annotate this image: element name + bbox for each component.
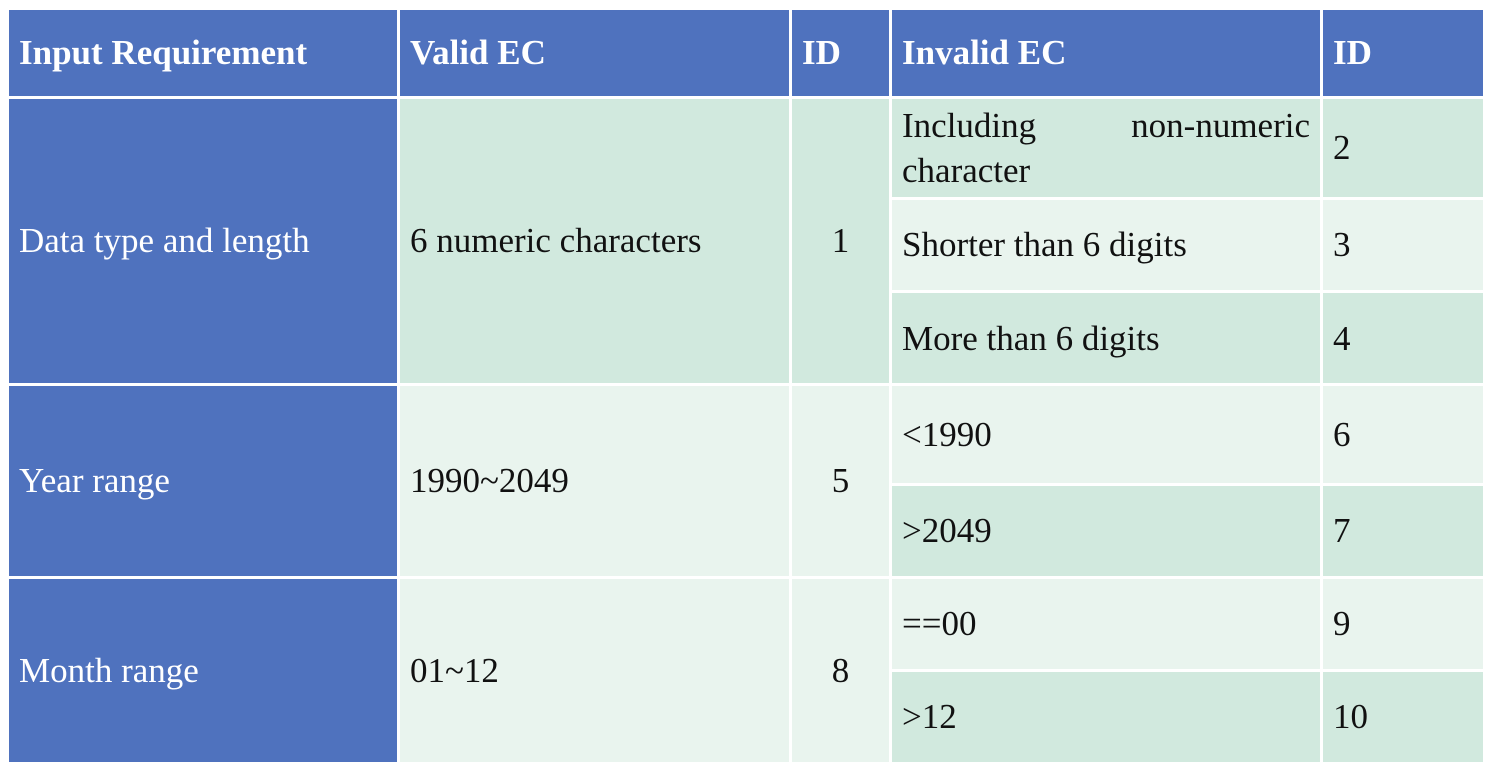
table-row: Month range 01~12 8 ==00 9 — [6, 575, 1486, 766]
table-row: >2049 7 — [8, 482, 1486, 579]
valid-ec-cell: 1990~2049 — [397, 383, 792, 579]
invalid-id-cell: 2 — [1320, 95, 1486, 201]
invalid-ec-cell: More than 6 digits — [889, 290, 1323, 387]
valid-id-cell: 5 — [789, 383, 892, 579]
header-invalid-id: ID — [1320, 7, 1486, 99]
valid-ec-cell: 01~12 — [397, 575, 792, 766]
invalid-ec-cell: >2049 — [889, 482, 1323, 579]
invalid-id-cell: 4 — [1320, 290, 1486, 387]
invalid-ec-cell: ==00 — [889, 575, 1323, 672]
table-row: More than 6 digits 4 — [8, 290, 1486, 387]
equivalence-class-table: Input Requirement Valid EC ID Invalid EC… — [6, 7, 1486, 766]
invalid-id-cell: 9 — [1320, 575, 1486, 672]
requirement-cell: Month range — [6, 575, 400, 766]
table-row: Data type and length 6 numeric character… — [6, 95, 1486, 387]
invalid-ec-cell: Including non-numeric character — [889, 95, 1323, 201]
table-row: Year range 1990~2049 5 <1990 6 — [6, 383, 1486, 579]
valid-id-cell: 8 — [789, 575, 892, 766]
invalid-ec-cell: <1990 — [889, 383, 1323, 486]
invalid-ec-cell: >12 — [889, 668, 1323, 766]
table-row: Shorter than 6 digits 3 — [8, 197, 1486, 294]
invalid-id-cell: 7 — [1320, 482, 1486, 579]
table-row: >12 10 — [8, 668, 1486, 766]
header-invalid-ec: Invalid EC — [889, 7, 1323, 99]
header-valid-id: ID — [789, 7, 892, 99]
invalid-ec-cell: Shorter than 6 digits — [889, 197, 1323, 294]
valid-id-cell: 1 — [789, 95, 892, 387]
requirement-cell: Year range — [6, 383, 400, 579]
header-input-requirement: Input Requirement — [6, 7, 400, 99]
invalid-id-cell: 10 — [1320, 668, 1486, 766]
invalid-id-cell: 3 — [1320, 197, 1486, 294]
header-row: Input Requirement Valid EC ID Invalid EC… — [6, 7, 1486, 99]
valid-ec-cell: 6 numeric characters — [397, 95, 792, 387]
invalid-id-cell: 6 — [1320, 383, 1486, 486]
header-valid-ec: Valid EC — [397, 7, 792, 99]
requirement-cell: Data type and length — [6, 95, 400, 387]
